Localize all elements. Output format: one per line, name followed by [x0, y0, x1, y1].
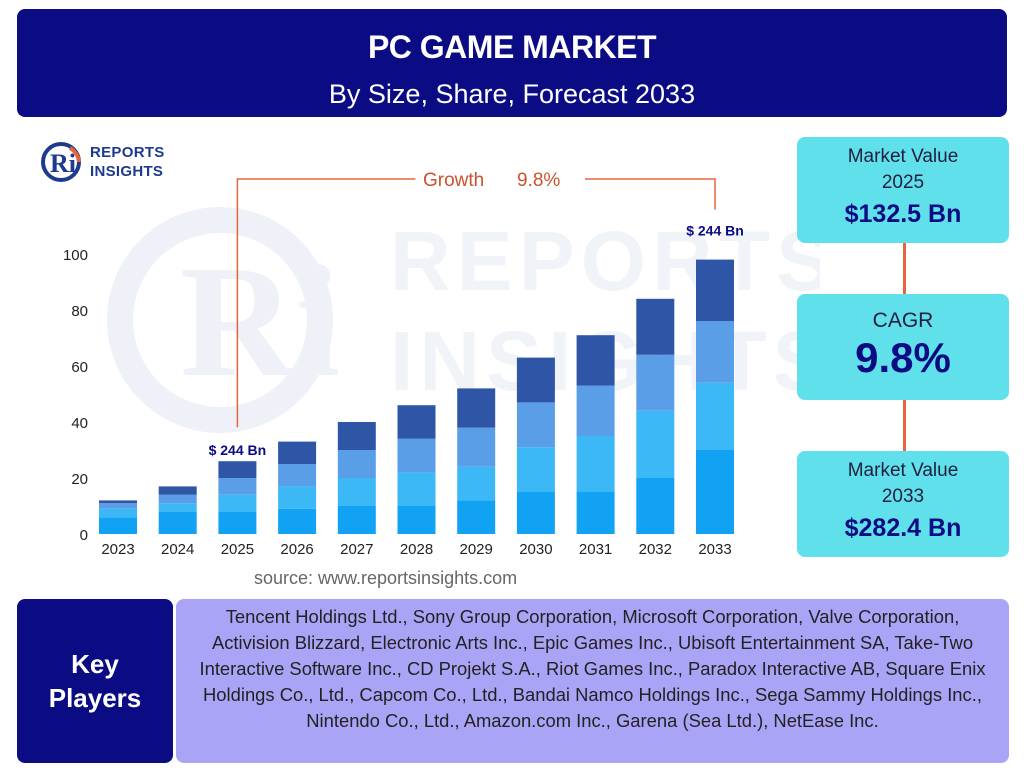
reports-insights-logo-icon: Ri [41, 142, 81, 182]
y-tick-label: 40 [71, 415, 88, 432]
bar-segment [158, 503, 197, 512]
bar-segment [278, 464, 317, 487]
x-tick-label: 2023 [101, 541, 134, 558]
x-tick-label: 2024 [161, 541, 194, 558]
x-tick-label: 2029 [460, 541, 493, 558]
source-note: source: www.reportsinsights.com [254, 568, 518, 588]
card-year: 2025 [881, 172, 925, 193]
key-players-label-line2: Players [48, 683, 142, 713]
growth-line-left [236, 178, 416, 428]
page-subtitle: By Size, Share, Forecast 2033 [328, 79, 696, 109]
x-tick-label: 2026 [280, 541, 313, 558]
bar-segment [99, 508, 137, 518]
brand-line2: INSIGHTS [90, 163, 164, 180]
x-axis: 2023 2024 2025 2026 2027 2028 2029 2030 2031 2032… [101, 541, 731, 558]
bar-segment [158, 494, 197, 504]
card-connector-top [903, 243, 906, 294]
svg-text:Ri: Ri [50, 149, 76, 178]
bar-segment [516, 447, 555, 492]
market-value-2025-card: Market Value 2025 $132.5 Bn [797, 137, 1009, 243]
x-tick-label: 2027 [340, 541, 373, 558]
bar-segment [457, 466, 496, 501]
bar-segment [636, 478, 675, 534]
x-tick-label: 2033 [698, 541, 731, 558]
bar-segment [397, 506, 436, 534]
brand-line1: REPORTS [90, 144, 165, 161]
bar-segment [636, 354, 675, 411]
bar-segment [576, 335, 615, 386]
growth-label: Growth [423, 170, 484, 191]
growth-value: 9.8% [517, 170, 560, 191]
key-players-list: Tencent Holdings Ltd., Sony Group Corpor… [176, 599, 1009, 763]
header-banner: PC GAME MARKET By Size, Share, Forecast … [17, 9, 1007, 117]
bar-segment [696, 321, 734, 383]
bar-segment [457, 427, 496, 467]
page-title: PC GAME MARKET [367, 29, 657, 65]
x-tick-label: 2028 [400, 541, 433, 558]
bar-segment [337, 506, 376, 534]
card-value: 9.8% [855, 334, 951, 381]
bar-segment [576, 436, 615, 492]
bar-segment [576, 492, 615, 534]
y-tick-label: 80 [71, 303, 88, 320]
bar-segment [218, 494, 257, 512]
annotations: Growth 9.8% $ 244 Bn $ 244 Bn [209, 170, 744, 458]
key-players-label-line1: Key [71, 649, 119, 679]
bar-segment [99, 503, 137, 509]
bar-segment [397, 438, 436, 473]
bar-segment [696, 259, 734, 322]
x-tick-label: 2025 [221, 541, 254, 558]
card-label: Market Value [847, 146, 959, 167]
x-tick-label: 2030 [519, 541, 552, 558]
bar-segment [516, 492, 555, 534]
card-connector-bottom [903, 400, 906, 451]
growth-line-right [585, 178, 716, 210]
bar-segment [218, 478, 257, 495]
card-label: CAGR [872, 309, 934, 332]
brand-logo: Ri REPORTS INSIGHTS [40, 140, 180, 184]
y-tick-label: 0 [80, 527, 88, 544]
y-tick-label: 60 [71, 359, 88, 376]
brand-name: REPORTS INSIGHTS [90, 143, 165, 181]
y-tick-label: 100 [63, 247, 88, 264]
bar-segment [457, 388, 496, 428]
x-tick-label: 2032 [639, 541, 672, 558]
bar-segment [99, 517, 137, 534]
bar-segment [158, 486, 197, 495]
cagr-card: CAGR 9.8% [797, 294, 1009, 400]
bar-segment [218, 461, 257, 478]
bar-segment [516, 357, 555, 403]
y-axis: 0 20 40 60 80 100 [63, 247, 88, 544]
bar-segment [397, 405, 436, 439]
bar-segment [337, 450, 376, 478]
card-value: $132.5 Bn [844, 200, 962, 228]
bar-segment [278, 441, 317, 464]
bar-segment [218, 511, 257, 534]
bar-segment [696, 450, 734, 534]
end-value-label: $ 244 Bn [686, 223, 744, 239]
bar-segment [158, 511, 197, 534]
card-label: Market Value [847, 460, 959, 481]
bar-segment [636, 410, 675, 478]
bar-segment [457, 500, 496, 534]
y-tick-label: 20 [71, 471, 88, 488]
bar-segment [636, 298, 675, 355]
start-value-label: $ 244 Bn [209, 442, 267, 458]
bar-segment [696, 382, 734, 450]
bar-segment [337, 478, 376, 506]
bar-segment [278, 486, 317, 509]
bar-segment [576, 385, 615, 436]
key-players-label: Key Players [17, 599, 173, 763]
x-tick-label: 2031 [579, 541, 612, 558]
bar-segment [337, 422, 376, 450]
market-value-2033-card: Market Value 2033 $282.4 Bn [797, 451, 1009, 557]
bars [99, 259, 734, 534]
bar-segment [99, 500, 137, 504]
bar-segment [278, 508, 317, 534]
card-value: $282.4 Bn [844, 514, 962, 542]
card-year: 2033 [881, 486, 925, 507]
bar-segment [516, 402, 555, 448]
bar-segment [397, 472, 436, 506]
